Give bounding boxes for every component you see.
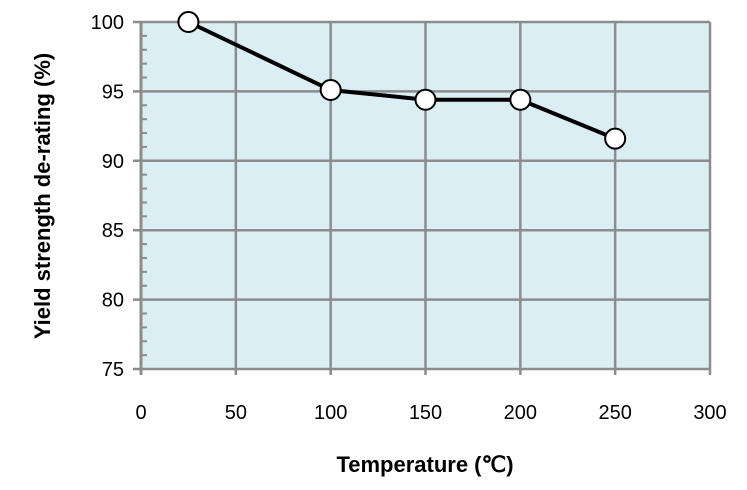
data-point bbox=[177, 11, 200, 33]
x-tick-label: 50 bbox=[225, 402, 247, 424]
x-tick-label: 100 bbox=[314, 402, 347, 424]
x-tick-label: 150 bbox=[409, 402, 442, 424]
data-point bbox=[319, 79, 342, 102]
y-axis-label: Yield strength de-rating (%) bbox=[30, 53, 55, 339]
x-tick-label: 250 bbox=[598, 402, 631, 424]
y-tick-label: 100 bbox=[91, 12, 124, 34]
y-tick-label: 85 bbox=[102, 220, 124, 242]
data-point bbox=[414, 88, 437, 111]
y-tick-label: 95 bbox=[102, 81, 124, 103]
x-axis-label: Temperature (℃) bbox=[336, 452, 513, 477]
data-point bbox=[604, 127, 627, 150]
x-tick-label: 300 bbox=[693, 402, 726, 424]
y-tick-label: 75 bbox=[102, 359, 124, 381]
x-tick-label: 200 bbox=[504, 402, 537, 424]
data-point bbox=[509, 88, 532, 111]
x-tick-label: 0 bbox=[135, 402, 146, 424]
y-tick-label: 80 bbox=[102, 290, 124, 312]
y-tick-label: 90 bbox=[102, 151, 124, 173]
